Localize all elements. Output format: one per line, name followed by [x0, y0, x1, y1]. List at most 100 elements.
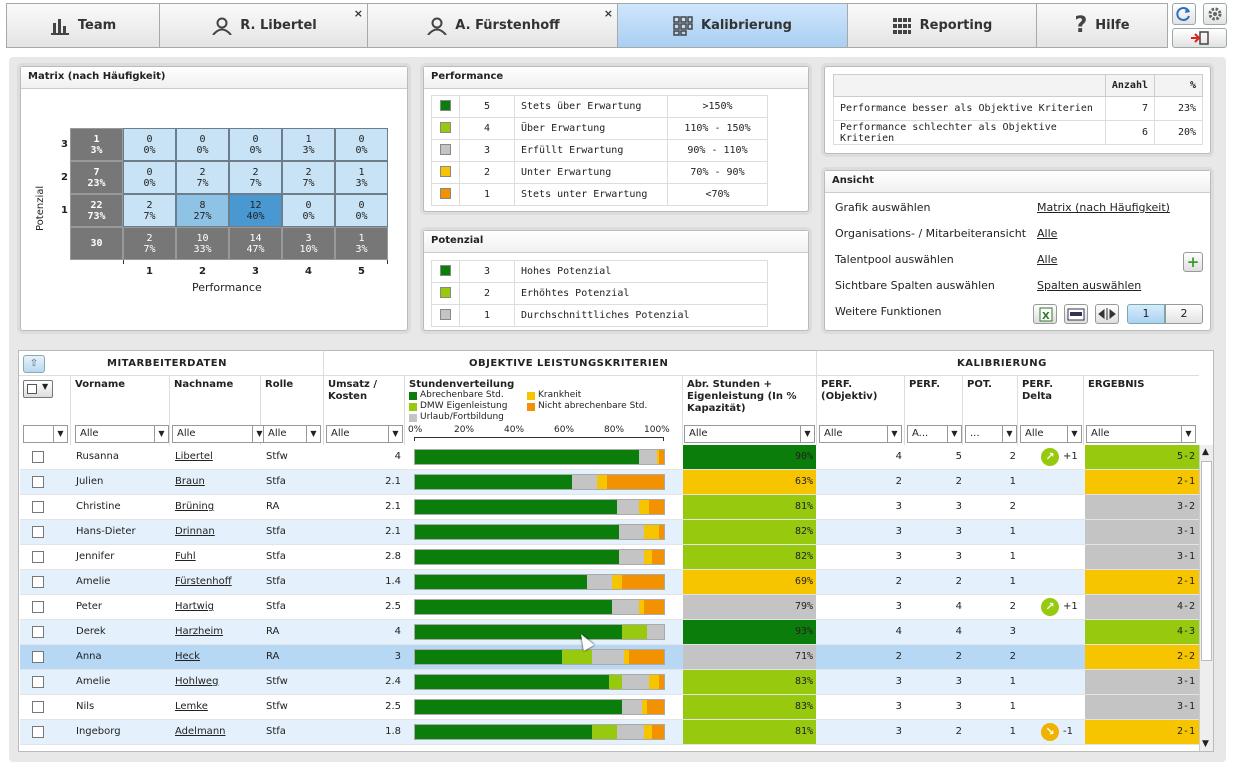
column-filter[interactable]: Alle ▼ — [684, 425, 815, 443]
column-header-abr[interactable]: Abr. Stunden + Eigenleistung (In % Kapaz… — [687, 379, 797, 414]
matrix-cell[interactable]: 12 40% — [229, 194, 282, 227]
select-all-checkbox[interactable] — [27, 384, 37, 394]
column-header-perfobj[interactable]: PERF. (Objektiv) — [821, 379, 878, 402]
table-row[interactable]: Jennifer Fuhl Stfa 2.8 82% 3 3 1 3-1 — [20, 545, 1199, 570]
tab-r-libertel[interactable]: R. Libertel × — [159, 3, 367, 48]
cell-nachname-link[interactable]: Harzheim — [175, 626, 224, 637]
column-header-perf[interactable]: PERF. — [909, 379, 941, 390]
cell-pot[interactable]: 1 — [1009, 726, 1016, 737]
cell-pot[interactable]: 2 — [1009, 651, 1016, 662]
column-header-stunden[interactable]: Stundenverteilung — [409, 379, 515, 390]
refresh-button[interactable] — [1172, 3, 1196, 25]
ansicht-link[interactable]: Alle — [1037, 227, 1058, 240]
cell-pot[interactable]: 1 — [1009, 576, 1016, 587]
matrix-cell[interactable]: 0 0% — [123, 161, 176, 194]
table-row[interactable]: Anna Heck RA 3 71% 2 2 2 2-2 — [20, 645, 1199, 670]
column-filter[interactable]: ▼ — [23, 425, 68, 443]
cell-nachname-link[interactable]: Lemke — [175, 701, 208, 712]
page-2-button[interactable]: 2 — [1165, 304, 1203, 324]
cell-perf[interactable]: 3 — [955, 551, 962, 562]
column-filter[interactable]: Alle ▼ — [1020, 425, 1082, 443]
select-all-dropdown[interactable]: ▼ — [23, 380, 53, 398]
ansicht-link[interactable]: Alle — [1037, 253, 1058, 266]
cell-perf[interactable]: 2 — [955, 651, 962, 662]
row-checkbox[interactable] — [32, 651, 44, 663]
table-row[interactable]: Amelie Hohlweg Stfw 2.4 83% 3 3 1 3-1 — [20, 670, 1199, 695]
close-icon[interactable]: × — [603, 7, 613, 20]
table-row[interactable]: Derek Harzheim RA 4 93% 4 4 3 4-3 — [20, 620, 1199, 645]
scroll-thumb[interactable] — [1201, 461, 1212, 661]
column-header-rolle[interactable]: Rolle — [265, 379, 294, 390]
row-checkbox[interactable] — [32, 701, 44, 713]
table-row[interactable]: Ingeborg Adelmann Stfa 1.8 81% 3 2 1 ↘ -1 2-1 — [20, 720, 1199, 745]
add-button[interactable]: + — [1183, 252, 1203, 272]
cell-perf[interactable]: 3 — [955, 526, 962, 537]
row-checkbox[interactable] — [32, 626, 44, 638]
scroll-up-icon[interactable]: ▲ — [1202, 447, 1209, 457]
ansicht-link[interactable]: Matrix (nach Häufigkeit) — [1037, 201, 1170, 214]
row-checkbox[interactable] — [32, 601, 44, 613]
column-header-nachname[interactable]: Nachname — [174, 379, 234, 390]
cell-nachname-link[interactable]: Hohlweg — [175, 676, 219, 687]
tab-reporting[interactable]: Reporting — [847, 3, 1036, 48]
column-header-pot[interactable]: POT. — [967, 379, 992, 390]
cell-perf[interactable]: 4 — [955, 626, 962, 637]
cell-perf[interactable]: 2 — [955, 476, 962, 487]
tab-team[interactable]: Team — [6, 3, 159, 48]
cell-perf[interactable]: 3 — [955, 701, 962, 712]
scroll-down-icon[interactable]: ▼ — [1202, 739, 1209, 749]
column-filter[interactable]: Alle ▼ — [1086, 425, 1196, 443]
table-row[interactable]: Rusanna Libertel Stfw 4 90% 4 5 2 ↗ +1 5-2 — [20, 445, 1199, 470]
row-checkbox[interactable] — [32, 501, 44, 513]
cell-pot[interactable]: 2 — [1009, 601, 1016, 612]
column-filter[interactable]: Alle ▼ — [172, 425, 267, 443]
column-header-vorname[interactable]: Vorname — [75, 379, 126, 390]
vertical-scrollbar[interactable]: ▲ ▼ — [1199, 445, 1213, 751]
column-filter[interactable]: Alle ▼ — [75, 425, 169, 443]
settings-button[interactable] — [1203, 3, 1227, 25]
ansicht-link[interactable]: Spalten auswählen — [1037, 279, 1142, 292]
matrix-cell[interactable]: 2 7% — [176, 161, 229, 194]
matrix-cell[interactable]: 8 27% — [176, 194, 229, 227]
tab-hilfe[interactable]: ? Hilfe — [1036, 3, 1168, 48]
column-filter[interactable]: ... ▼ — [965, 425, 1017, 443]
tab-kalibrierung[interactable]: Kalibrierung — [617, 3, 847, 48]
cell-pot[interactable]: 3 — [1009, 626, 1016, 637]
cell-nachname-link[interactable]: Fürstenhoff — [175, 576, 232, 587]
cell-pot[interactable]: 1 — [1009, 701, 1016, 712]
matrix-cell[interactable]: 2 7% — [229, 161, 282, 194]
table-row[interactable]: Nils Lemke Stfw 2.5 83% 3 3 1 3-1 — [20, 695, 1199, 720]
row-checkbox[interactable] — [32, 551, 44, 563]
row-checkbox[interactable] — [32, 726, 44, 738]
row-checkbox[interactable] — [32, 451, 44, 463]
excel-export-button[interactable]: X — [1033, 304, 1057, 324]
cell-nachname-link[interactable]: Brüning — [175, 501, 215, 512]
cell-perf[interactable]: 5 — [955, 451, 962, 462]
matrix-cell[interactable]: 1 3% — [282, 128, 335, 161]
page-1-button[interactable]: 1 — [1127, 304, 1165, 324]
cell-nachname-link[interactable]: Hartwig — [175, 601, 214, 612]
cell-pot[interactable]: 1 — [1009, 476, 1016, 487]
column-width-button[interactable] — [1095, 304, 1119, 324]
matrix-cell[interactable]: 0 0% — [229, 128, 282, 161]
cell-perf[interactable]: 2 — [955, 726, 962, 737]
cell-nachname-link[interactable]: Braun — [175, 476, 205, 487]
cell-nachname-link[interactable]: Fuhl — [175, 551, 196, 562]
cell-pot[interactable]: 1 — [1009, 526, 1016, 537]
csv-export-button[interactable] — [1064, 304, 1088, 324]
cell-nachname-link[interactable]: Libertel — [175, 451, 213, 462]
matrix-cell[interactable]: 2 7% — [282, 161, 335, 194]
table-row[interactable]: Julien Braun Stfa 2.1 63% 2 2 1 2-1 — [20, 470, 1199, 495]
matrix-cell[interactable]: 1 3% — [335, 161, 388, 194]
row-checkbox[interactable] — [32, 476, 44, 488]
matrix-cell[interactable]: 0 0% — [123, 128, 176, 161]
collapse-button[interactable]: ⇧ — [23, 355, 45, 373]
row-checkbox[interactable] — [32, 526, 44, 538]
matrix-cell[interactable]: 2 7% — [123, 194, 176, 227]
matrix-cell[interactable]: 0 0% — [335, 128, 388, 161]
cell-pot[interactable]: 2 — [1009, 501, 1016, 512]
cell-perf[interactable]: 4 — [955, 601, 962, 612]
row-checkbox[interactable] — [32, 576, 44, 588]
cell-pot[interactable]: 1 — [1009, 676, 1016, 687]
cell-pot[interactable]: 1 — [1009, 551, 1016, 562]
